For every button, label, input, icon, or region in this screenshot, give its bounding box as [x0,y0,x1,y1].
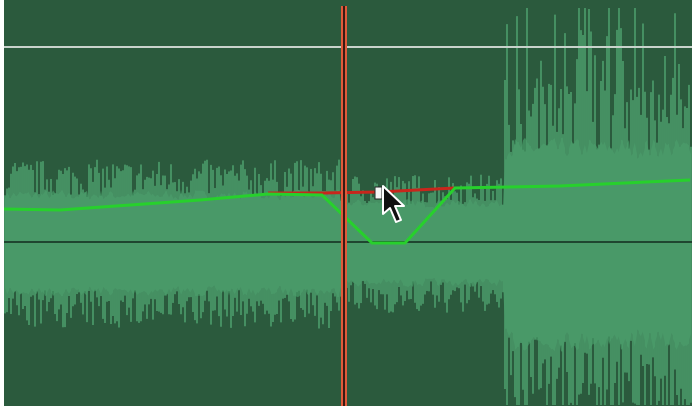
mouse-cursor [382,185,405,223]
waveform [4,8,692,405]
playhead-inner [343,6,345,408]
envelope-handle[interactable] [374,186,383,200]
left-border [0,0,4,408]
bottom-border [0,406,692,408]
